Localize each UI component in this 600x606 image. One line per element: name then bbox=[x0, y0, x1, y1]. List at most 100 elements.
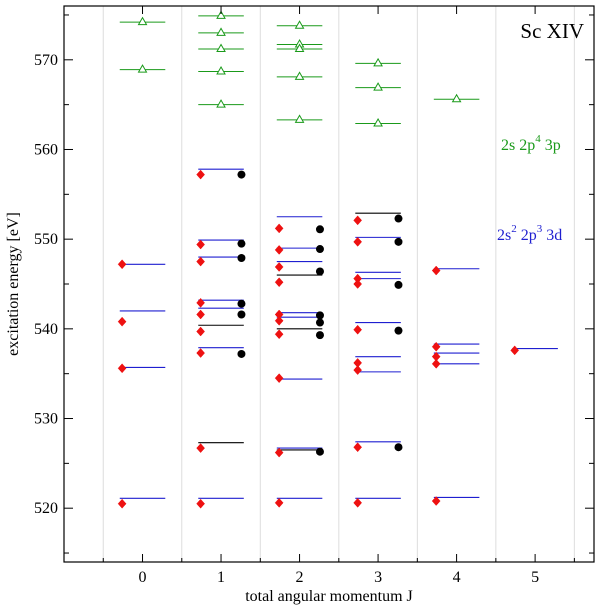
y-axis-title: excitation energy [eV] bbox=[5, 212, 22, 356]
series-3-point-5 bbox=[196, 239, 205, 250]
series-3-point-6 bbox=[196, 256, 205, 267]
legend-3p-main: 2s 2p bbox=[501, 137, 535, 154]
series-0-point-14-triangle bbox=[373, 117, 383, 127]
series-3-point-16 bbox=[274, 277, 284, 288]
series-0-point-10-triangle bbox=[294, 71, 305, 80]
series-3-point-31 bbox=[353, 497, 362, 508]
series-0-point-0-triangle bbox=[137, 16, 148, 26]
series-3-point-0 bbox=[117, 259, 127, 270]
plot-background bbox=[64, 6, 594, 562]
legend-3d-main: 2s bbox=[497, 227, 511, 244]
y-tick-label-520: 520 bbox=[34, 500, 58, 517]
legend-entry-3d: 2s2 2p3 3d bbox=[497, 223, 562, 244]
series-4-point-16 bbox=[394, 326, 403, 335]
series-4-point-13 bbox=[394, 214, 403, 223]
y-tick-label-550: 550 bbox=[34, 231, 58, 248]
series-3-point-15 bbox=[274, 262, 284, 272]
x-axis-title: total angular momentum J bbox=[245, 588, 413, 605]
series-0-point-5-triangle bbox=[216, 65, 226, 75]
x-tick-label-2: 2 bbox=[296, 569, 304, 586]
series-3-point-21 bbox=[274, 447, 284, 458]
vertical-gridlines bbox=[102, 6, 575, 562]
chart-title: Sc XIV bbox=[520, 19, 584, 43]
series-3-point-33 bbox=[431, 341, 441, 352]
series-4-point-2 bbox=[237, 253, 246, 262]
data-marks bbox=[117, 10, 558, 509]
series-2 bbox=[198, 212, 401, 451]
series-3-point-32 bbox=[431, 265, 441, 276]
series-4-point-11 bbox=[315, 331, 324, 340]
legend-entry-3p: 2s 2p4 3p bbox=[501, 133, 561, 154]
series-4-point-7 bbox=[315, 245, 324, 254]
series-3-point-26 bbox=[353, 279, 362, 289]
series-0-point-4-triangle bbox=[216, 43, 226, 53]
legend-3p-tail: 3p bbox=[541, 137, 561, 154]
series-4-point-5 bbox=[237, 349, 246, 358]
series-3-point-8 bbox=[196, 309, 205, 320]
series-3-point-4 bbox=[196, 169, 205, 180]
series-0-point-9-triangle bbox=[294, 43, 305, 53]
x-tick-label-1: 1 bbox=[217, 569, 225, 586]
x-tick-label-0: 0 bbox=[139, 569, 147, 586]
series-3-point-9 bbox=[196, 326, 205, 337]
series-3-point-14 bbox=[274, 245, 284, 255]
x-tick-label-3: 3 bbox=[374, 569, 382, 586]
series-4-point-1 bbox=[237, 239, 246, 248]
series-4-point-0 bbox=[237, 170, 246, 179]
series-4 bbox=[237, 170, 403, 456]
series-3-point-23 bbox=[353, 215, 362, 226]
series-0-point-3-triangle bbox=[216, 27, 226, 36]
series-3-point-18 bbox=[274, 315, 284, 326]
series-3-point-11 bbox=[196, 443, 205, 453]
legend-3p-sup: 4 bbox=[535, 133, 541, 145]
series-4-point-14 bbox=[394, 237, 403, 246]
y-tick-label-560: 560 bbox=[34, 141, 58, 158]
series-3-point-35 bbox=[431, 358, 441, 369]
series-4-point-9 bbox=[315, 311, 324, 320]
series-3-point-12 bbox=[196, 498, 205, 509]
legend-3d-tail: 3d bbox=[542, 227, 562, 244]
series-0-point-11-triangle bbox=[294, 114, 305, 123]
series-3-point-13 bbox=[274, 223, 284, 234]
series-4-point-6 bbox=[315, 225, 324, 234]
series-3-point-36 bbox=[431, 496, 441, 506]
y-tick-label-570: 570 bbox=[34, 52, 58, 69]
series-3-point-7 bbox=[196, 297, 205, 308]
series-3-point-3 bbox=[117, 498, 127, 509]
series-3-point-19 bbox=[274, 329, 284, 340]
series-3-point-27 bbox=[353, 324, 362, 335]
series-0-point-13-triangle bbox=[373, 82, 383, 91]
legend-3d-sup2: 3 bbox=[537, 223, 543, 235]
series-3-point-20 bbox=[274, 373, 284, 384]
y-tick-label-530: 530 bbox=[34, 411, 58, 428]
series-3-point-1 bbox=[117, 316, 127, 327]
series-3-point-29 bbox=[353, 365, 362, 375]
series-3-point-22 bbox=[274, 497, 284, 508]
series-0-point-15-triangle bbox=[451, 93, 462, 103]
series-4-point-12 bbox=[315, 447, 324, 456]
series-4-point-8 bbox=[315, 267, 324, 276]
series-3-point-2 bbox=[117, 363, 127, 374]
series-3-point-30 bbox=[353, 442, 362, 453]
series-4-point-17 bbox=[394, 443, 403, 452]
legend-3d-mid: 2p bbox=[517, 227, 537, 244]
series-0-point-12-triangle bbox=[373, 57, 383, 67]
series-4-point-10 bbox=[315, 318, 324, 327]
series-0-point-2-triangle bbox=[216, 10, 226, 19]
series-3-point-37 bbox=[510, 345, 520, 356]
series-4-point-3 bbox=[237, 299, 246, 308]
series-0-point-6-triangle bbox=[216, 99, 226, 108]
x-tick-label-5: 5 bbox=[531, 569, 539, 586]
series-4-point-4 bbox=[237, 310, 246, 319]
series-4-point-15 bbox=[394, 280, 403, 289]
series-0-point-1-triangle bbox=[137, 64, 148, 73]
series-1 bbox=[119, 168, 558, 499]
legend-3d-sup1: 2 bbox=[511, 223, 517, 235]
x-tick-label-4: 4 bbox=[453, 569, 461, 586]
series-0-point-7-triangle bbox=[294, 20, 305, 29]
series-3-point-10 bbox=[196, 348, 205, 358]
series-3-point-24 bbox=[353, 236, 362, 247]
y-tick-label-540: 540 bbox=[34, 321, 58, 338]
axes: 0 1 2 3 4 5 520 530 540 550 560 570 bbox=[34, 6, 594, 586]
